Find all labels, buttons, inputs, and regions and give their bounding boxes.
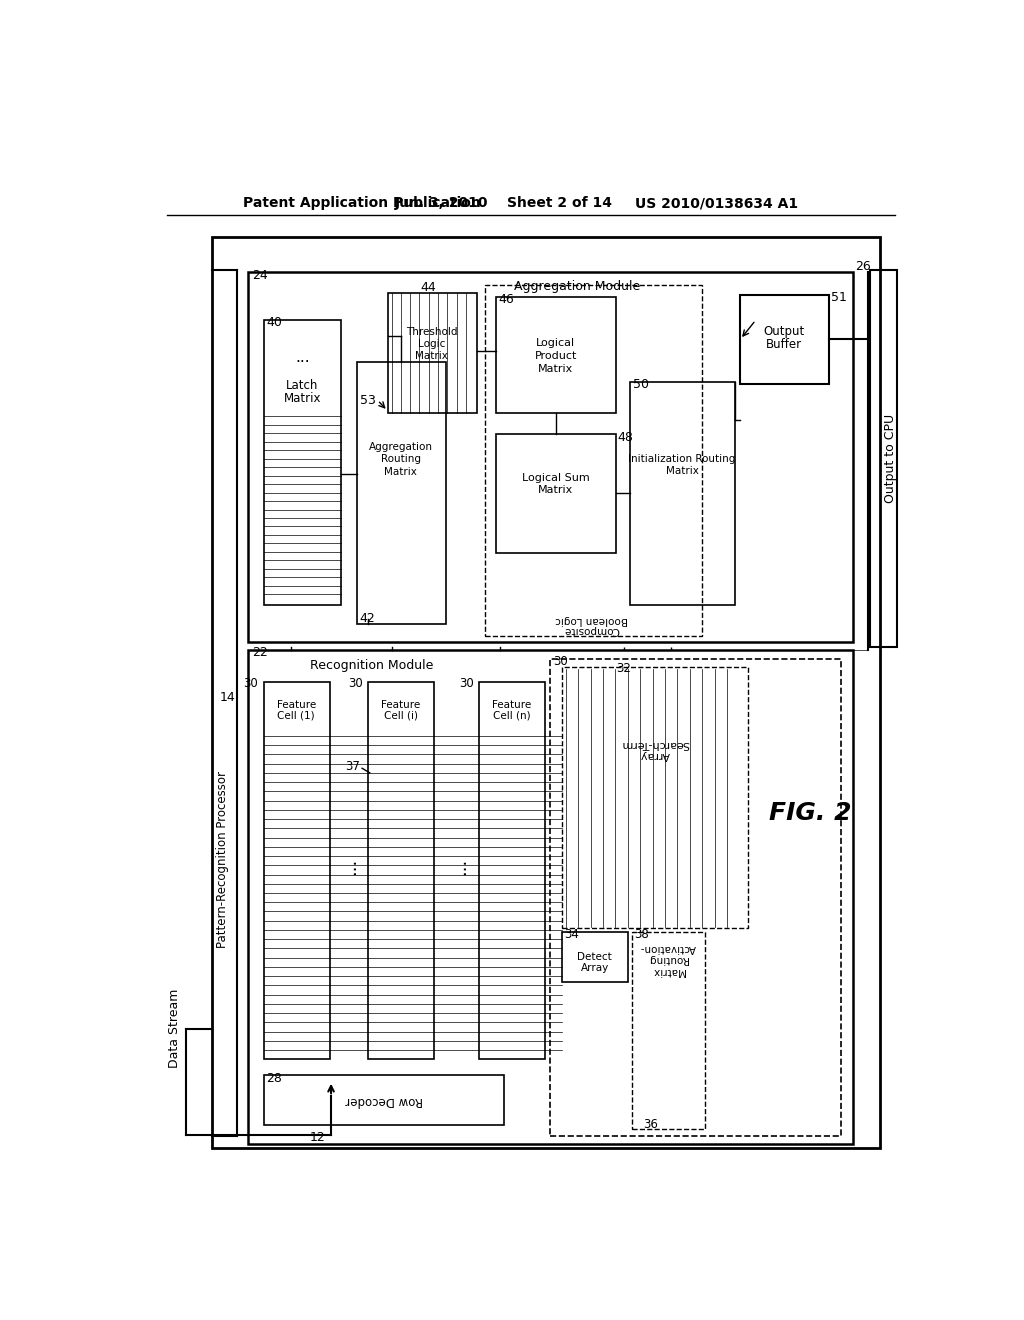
Text: 42: 42: [359, 612, 375, 626]
Bar: [369, 682, 434, 1059]
Text: 30: 30: [244, 677, 258, 690]
Bar: [562, 932, 628, 982]
Bar: [484, 285, 701, 636]
Bar: [740, 296, 829, 384]
Text: 22: 22: [252, 647, 267, 659]
Bar: [263, 682, 330, 1059]
Text: 26: 26: [855, 260, 870, 273]
Text: 30: 30: [459, 677, 474, 690]
Text: Search-Term: Search-Term: [621, 739, 689, 748]
Bar: [356, 363, 445, 624]
Text: Logical Sum: Logical Sum: [522, 473, 590, 483]
Text: FIG. 2: FIG. 2: [769, 801, 851, 825]
Text: ...: ...: [341, 858, 359, 875]
Text: Feature: Feature: [492, 700, 531, 710]
Text: Composite: Composite: [563, 624, 620, 635]
Text: US 2010/0138634 A1: US 2010/0138634 A1: [636, 197, 799, 210]
Text: Array: Array: [640, 750, 670, 760]
Text: Aggregation: Aggregation: [369, 442, 433, 453]
Bar: [248, 272, 853, 642]
Text: 50: 50: [633, 378, 648, 391]
Bar: [248, 649, 853, 1144]
Text: Matrix: Matrix: [651, 966, 685, 975]
Text: Logic: Logic: [418, 339, 445, 348]
Bar: [630, 381, 735, 605]
Text: 36: 36: [643, 1118, 658, 1131]
Text: Sheet 2 of 14: Sheet 2 of 14: [507, 197, 612, 210]
Bar: [479, 682, 545, 1059]
Text: 46: 46: [499, 293, 514, 306]
Text: 32: 32: [616, 663, 631, 676]
Text: Cell (i): Cell (i): [384, 711, 418, 721]
Text: Array: Array: [581, 962, 608, 973]
Bar: [212, 238, 880, 1148]
Text: Routing: Routing: [381, 454, 421, 465]
Text: Jun. 3, 2010: Jun. 3, 2010: [395, 197, 488, 210]
Text: Activation-: Activation-: [640, 942, 696, 953]
Text: 38: 38: [634, 928, 649, 941]
Text: 30: 30: [348, 677, 362, 690]
Text: Output: Output: [764, 325, 805, 338]
Text: Data Stream: Data Stream: [168, 989, 181, 1068]
Text: 48: 48: [617, 430, 634, 444]
Text: 34: 34: [564, 928, 580, 941]
Text: 40: 40: [266, 315, 282, 329]
Bar: [869, 271, 897, 647]
Text: Threshold: Threshold: [407, 326, 458, 337]
Bar: [388, 293, 477, 412]
Bar: [263, 321, 341, 605]
Text: 28: 28: [266, 1072, 282, 1085]
Text: Recognition Module: Recognition Module: [310, 659, 433, 672]
Text: Patent Application Publication: Patent Application Publication: [243, 197, 480, 210]
Text: Product: Product: [535, 351, 577, 362]
Text: Feature: Feature: [381, 700, 421, 710]
Text: Output to CPU: Output to CPU: [884, 414, 897, 503]
Text: Pattern-Recognition Processor: Pattern-Recognition Processor: [216, 771, 229, 948]
Bar: [550, 659, 841, 1137]
Text: Row Decoder: Row Decoder: [345, 1093, 423, 1106]
Text: 53: 53: [360, 395, 376, 408]
Text: Boolean Logic: Boolean Logic: [555, 615, 628, 626]
Text: Cell (1): Cell (1): [278, 711, 315, 721]
Text: Matrix: Matrix: [539, 486, 573, 495]
Text: ...: ...: [451, 858, 469, 875]
Text: 24: 24: [252, 269, 267, 282]
Text: Feature: Feature: [276, 700, 315, 710]
Text: 37: 37: [346, 760, 360, 774]
Text: ...: ...: [295, 350, 309, 364]
Bar: [496, 434, 616, 553]
Text: Matrix: Matrix: [384, 467, 417, 477]
Text: Buffer: Buffer: [766, 338, 803, 351]
Text: Logical: Logical: [537, 338, 575, 348]
Text: 51: 51: [830, 292, 847, 305]
Text: Routing: Routing: [648, 954, 688, 964]
Text: Cell (n): Cell (n): [493, 711, 530, 721]
Text: Initialization Routing: Initialization Routing: [629, 454, 736, 463]
Text: Latch: Latch: [286, 379, 318, 392]
Text: Matrix: Matrix: [666, 466, 698, 477]
Text: 12: 12: [310, 1131, 326, 1144]
Text: Aggregation Module: Aggregation Module: [514, 280, 641, 293]
Bar: [632, 932, 706, 1129]
Bar: [562, 667, 748, 928]
Text: Detect: Detect: [578, 952, 612, 962]
Text: 44: 44: [421, 281, 436, 294]
Bar: [496, 297, 616, 412]
Text: Matrix: Matrix: [416, 351, 449, 362]
Text: 14: 14: [219, 690, 236, 704]
Text: Matrix: Matrix: [539, 363, 573, 374]
Text: Matrix: Matrix: [284, 392, 322, 405]
Text: 30: 30: [553, 655, 567, 668]
Bar: [263, 1074, 504, 1125]
